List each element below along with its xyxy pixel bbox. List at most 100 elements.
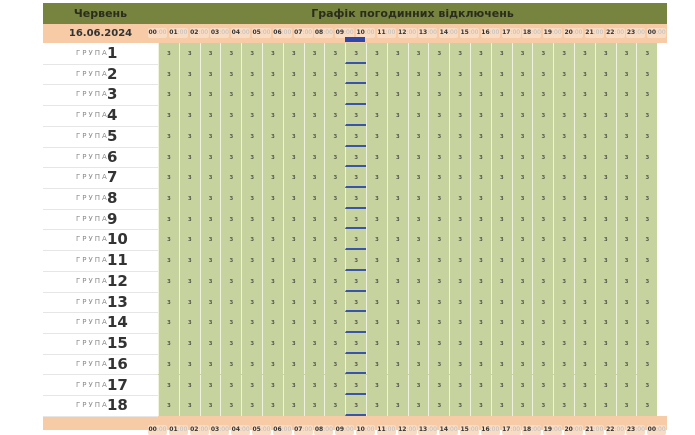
schedule-cell[interactable]: з	[241, 105, 262, 126]
schedule-cell[interactable]: з	[220, 374, 241, 396]
schedule-cell[interactable]: з	[428, 395, 449, 416]
schedule-cell[interactable]: з	[282, 395, 304, 416]
schedule-cell[interactable]: з	[511, 167, 533, 188]
schedule-cell[interactable]: з	[324, 353, 345, 375]
schedule-cell[interactable]: з	[532, 250, 553, 271]
schedule-cell[interactable]: з	[615, 63, 637, 85]
schedule-cell[interactable]: з	[241, 250, 262, 271]
schedule-cell[interactable]: з	[345, 105, 366, 126]
schedule-cell[interactable]: з	[158, 312, 179, 334]
schedule-cell[interactable]: з	[262, 291, 283, 313]
schedule-cell[interactable]: з	[428, 312, 449, 334]
schedule-cell[interactable]: з	[386, 353, 408, 375]
schedule-cell[interactable]: з	[407, 208, 429, 230]
schedule-cell[interactable]: з	[470, 208, 491, 230]
schedule-cell[interactable]: з	[282, 125, 304, 147]
schedule-cell[interactable]: з	[449, 43, 470, 64]
schedule-cell[interactable]: з	[428, 270, 449, 292]
schedule-cell[interactable]: з	[553, 63, 574, 85]
schedule-cell[interactable]: з	[282, 250, 304, 271]
schedule-cell[interactable]: з	[594, 250, 616, 271]
schedule-cell[interactable]: з	[553, 250, 574, 271]
schedule-cell[interactable]: з	[407, 146, 429, 168]
schedule-cell[interactable]: з	[262, 312, 283, 334]
schedule-cell[interactable]: з	[178, 208, 200, 230]
schedule-cell[interactable]: з	[553, 229, 574, 251]
schedule-cell[interactable]: з	[470, 374, 491, 396]
schedule-cell[interactable]: з	[262, 105, 283, 126]
schedule-cell[interactable]: з	[241, 333, 262, 354]
schedule-cell[interactable]: з	[449, 188, 470, 209]
schedule-cell[interactable]: з	[511, 43, 533, 64]
schedule-cell[interactable]: з	[178, 146, 200, 168]
schedule-cell[interactable]: з	[303, 167, 325, 188]
schedule-cell[interactable]: з	[178, 229, 200, 251]
schedule-cell[interactable]: з	[615, 167, 637, 188]
schedule-cell[interactable]: з	[594, 229, 616, 251]
schedule-cell[interactable]: з	[428, 84, 449, 106]
schedule-cell[interactable]: з	[366, 105, 387, 126]
schedule-cell[interactable]: з	[199, 395, 221, 416]
schedule-cell[interactable]: з	[220, 188, 241, 209]
schedule-cell[interactable]: з	[366, 353, 387, 375]
schedule-cell[interactable]: з	[178, 250, 200, 271]
schedule-cell[interactable]: з	[490, 250, 512, 271]
schedule-cell[interactable]: з	[449, 312, 470, 334]
schedule-cell[interactable]: з	[532, 105, 553, 126]
schedule-cell[interactable]: з	[178, 188, 200, 209]
schedule-cell[interactable]: з	[386, 229, 408, 251]
schedule-cell[interactable]: з	[178, 333, 200, 354]
schedule-cell[interactable]: з	[282, 167, 304, 188]
schedule-cell[interactable]: з	[553, 270, 574, 292]
schedule-cell[interactable]: з	[428, 125, 449, 147]
schedule-cell[interactable]: з	[158, 84, 179, 106]
schedule-cell[interactable]: з	[470, 105, 491, 126]
schedule-cell[interactable]: з	[449, 291, 470, 313]
schedule-cell[interactable]: з	[449, 167, 470, 188]
schedule-cell[interactable]: з	[303, 146, 325, 168]
schedule-cell[interactable]: з	[366, 374, 387, 396]
schedule-cell[interactable]: з	[574, 270, 595, 292]
schedule-cell[interactable]: з	[490, 84, 512, 106]
schedule-cell[interactable]: з	[220, 105, 241, 126]
schedule-cell[interactable]: з	[449, 250, 470, 271]
schedule-cell[interactable]: з	[178, 270, 200, 292]
schedule-cell[interactable]: з	[158, 105, 179, 126]
schedule-cell[interactable]: з	[262, 270, 283, 292]
schedule-cell[interactable]: з	[407, 353, 429, 375]
schedule-cell[interactable]: з	[158, 395, 179, 416]
schedule-cell[interactable]: з	[241, 395, 262, 416]
schedule-cell[interactable]: з	[282, 105, 304, 126]
schedule-cell[interactable]: з	[241, 229, 262, 251]
schedule-cell[interactable]: з	[449, 374, 470, 396]
schedule-cell[interactable]: з	[470, 291, 491, 313]
schedule-cell[interactable]: з	[241, 312, 262, 334]
schedule-cell[interactable]: з	[241, 84, 262, 106]
schedule-cell[interactable]: з	[199, 146, 221, 168]
schedule-cell[interactable]: з	[553, 353, 574, 375]
schedule-cell[interactable]: з	[345, 208, 366, 230]
schedule-cell[interactable]: з	[262, 167, 283, 188]
schedule-cell[interactable]: з	[470, 188, 491, 209]
schedule-cell[interactable]: з	[449, 353, 470, 375]
schedule-cell[interactable]: з	[532, 333, 553, 354]
schedule-cell[interactable]: з	[220, 291, 241, 313]
schedule-cell[interactable]: з	[574, 84, 595, 106]
schedule-cell[interactable]: з	[449, 84, 470, 106]
schedule-cell[interactable]: з	[220, 125, 241, 147]
schedule-cell[interactable]: з	[178, 353, 200, 375]
schedule-cell[interactable]: з	[366, 291, 387, 313]
schedule-cell[interactable]: з	[241, 63, 262, 85]
schedule-cell[interactable]: з	[178, 312, 200, 334]
schedule-cell[interactable]: з	[199, 167, 221, 188]
schedule-cell[interactable]: з	[303, 312, 325, 334]
schedule-cell[interactable]: з	[220, 63, 241, 85]
schedule-cell[interactable]: з	[178, 105, 200, 126]
schedule-cell[interactable]: з	[511, 270, 533, 292]
schedule-cell[interactable]: з	[345, 146, 366, 168]
schedule-cell[interactable]: з	[490, 229, 512, 251]
schedule-cell[interactable]: з	[386, 84, 408, 106]
schedule-cell[interactable]: з	[199, 188, 221, 209]
schedule-cell[interactable]: з	[532, 270, 553, 292]
schedule-cell[interactable]: з	[386, 105, 408, 126]
